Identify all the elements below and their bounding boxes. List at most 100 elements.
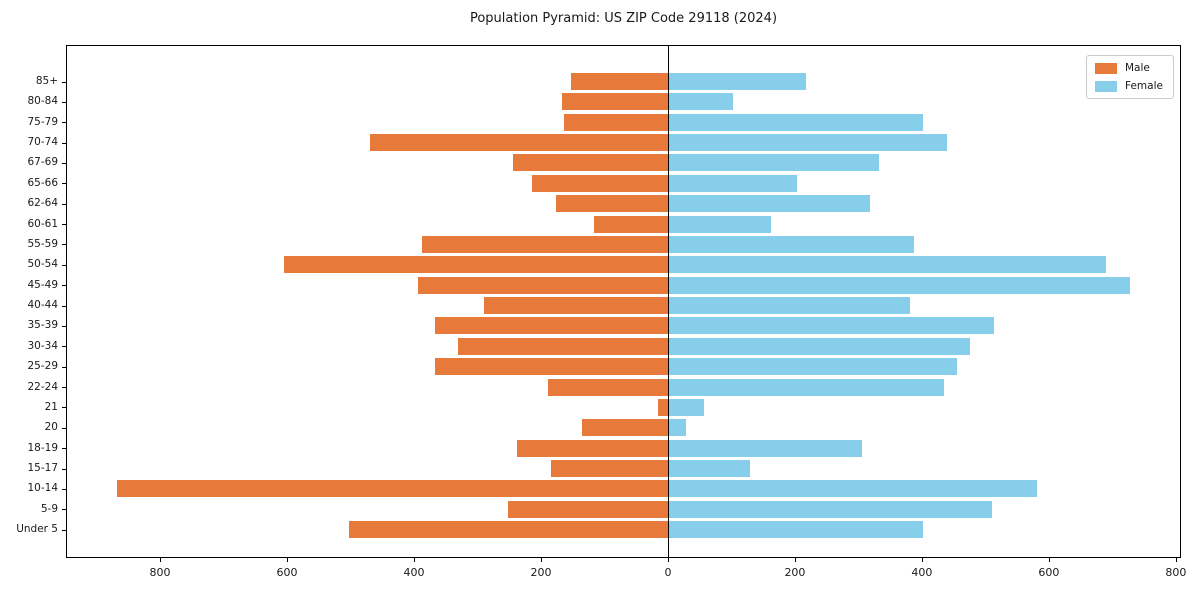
y-axis-label: 40-44: [27, 299, 58, 312]
zero-axis-line: [667, 45, 669, 558]
female-bar-50-54: [667, 256, 1107, 274]
x-axis-tick: [540, 558, 542, 562]
y-axis-tick: [62, 468, 66, 470]
y-axis-tick: [62, 183, 66, 185]
female-bar-80-84: [667, 93, 734, 111]
male-bar-65-66: [532, 174, 668, 192]
female-bar-45-49: [667, 276, 1131, 294]
female-bar-21: [667, 398, 705, 416]
y-axis-tick: [62, 325, 66, 327]
female-bar-62-64: [667, 195, 871, 213]
male-bar-10-14: [116, 480, 668, 498]
male-bar-25-29: [434, 358, 668, 376]
female-bar-65-66: [667, 174, 798, 192]
male-bar-75-79: [563, 113, 668, 131]
x-axis-tick: [794, 558, 796, 562]
male-color-swatch: [1095, 62, 1117, 74]
y-axis-label: 21: [44, 400, 58, 413]
female-bar-under-5: [667, 521, 923, 539]
y-axis-label: 85+: [35, 75, 58, 87]
y-axis-tick: [62, 101, 66, 103]
x-axis-tick-label: 800: [1165, 566, 1187, 579]
y-axis-label: 18-19: [27, 441, 58, 454]
x-axis-tick: [159, 558, 161, 562]
female-bar-85+: [667, 73, 807, 90]
y-axis-label: 70-74: [27, 136, 58, 149]
y-axis-tick: [62, 285, 66, 287]
female-bar-30-34: [667, 337, 970, 355]
chart-title: Population Pyramid: US ZIP Code 29118 (2…: [469, 11, 778, 26]
male-bar-18-19: [517, 439, 668, 457]
x-axis-tick: [667, 558, 669, 562]
female-bar-40-44: [667, 297, 911, 315]
y-axis-tick: [62, 346, 66, 348]
male-bar-under-5: [349, 521, 668, 539]
x-axis-tick-label: 0: [664, 566, 672, 579]
female-bar-15-17: [667, 460, 750, 478]
x-axis-tick-label: 600: [1038, 566, 1060, 579]
x-axis-tick-label: 800: [149, 566, 171, 579]
y-axis-label: 20: [44, 421, 58, 434]
legend-entry-male: Male: [1095, 62, 1163, 74]
male-bar-30-34: [457, 337, 668, 355]
female-bar-60-61: [667, 215, 771, 233]
female-bar-25-29: [667, 358, 957, 376]
y-axis-label: 62-64: [27, 197, 58, 210]
y-axis-tick: [62, 387, 66, 389]
y-axis-label: 45-49: [27, 278, 58, 291]
y-axis-label: 35-39: [27, 319, 58, 332]
x-axis-tick: [413, 558, 415, 562]
male-bar-35-39: [434, 317, 668, 335]
y-axis-tick: [62, 142, 66, 144]
male-bar-60-61: [594, 215, 668, 233]
legend-entry-female: Female: [1095, 80, 1163, 92]
y-axis-tick: [62, 427, 66, 429]
female-bar-18-19: [667, 439, 862, 457]
female-bar-70-74: [667, 134, 947, 152]
female-bar-22-24: [667, 378, 945, 396]
male-bar-67-69: [513, 154, 668, 172]
y-axis-tick: [62, 488, 66, 490]
legend-label-female: Female: [1125, 80, 1163, 92]
x-axis-tick-label: 200: [784, 566, 806, 579]
y-axis-tick: [62, 448, 66, 450]
male-bar-40-44: [484, 297, 668, 315]
male-bar-45-49: [418, 276, 668, 294]
male-bar-62-64: [555, 195, 668, 213]
y-axis-label: 10-14: [27, 482, 58, 495]
male-bar-22-24: [547, 378, 668, 396]
y-axis-label: 55-59: [27, 237, 58, 250]
y-axis-tick: [62, 203, 66, 205]
x-axis-tick: [286, 558, 288, 562]
y-axis-tick: [62, 81, 66, 83]
x-axis-tick: [921, 558, 923, 562]
male-bar-50-54: [284, 256, 668, 274]
y-axis-tick: [62, 366, 66, 368]
male-bar-85+: [570, 73, 668, 90]
y-axis-label: 22-24: [27, 380, 58, 393]
male-bar-80-84: [561, 93, 668, 111]
y-axis-tick: [62, 529, 66, 531]
y-axis-tick: [62, 509, 66, 511]
male-bar-5-9: [507, 500, 668, 518]
female-bar-5-9: [667, 500, 992, 518]
male-bar-55-59: [422, 235, 668, 253]
y-axis-label: 5-9: [40, 502, 58, 515]
y-axis-label: 67-69: [27, 156, 58, 169]
x-axis-tick-label: 600: [276, 566, 298, 579]
female-bar-67-69: [667, 154, 880, 172]
y-axis-tick: [62, 224, 66, 226]
male-bar-70-74: [369, 134, 668, 152]
male-bar-15-17: [551, 460, 668, 478]
y-axis-label: 75-79: [27, 115, 58, 128]
male-bar-21: [657, 398, 668, 416]
y-axis-label: 65-66: [27, 176, 58, 189]
y-axis-tick: [62, 407, 66, 409]
x-axis-tick-label: 400: [911, 566, 933, 579]
legend-label-male: Male: [1125, 62, 1150, 74]
y-axis-label: 15-17: [27, 462, 58, 475]
female-bar-20: [667, 419, 687, 437]
y-axis-tick: [62, 122, 66, 124]
x-axis-tick-label: 200: [530, 566, 552, 579]
